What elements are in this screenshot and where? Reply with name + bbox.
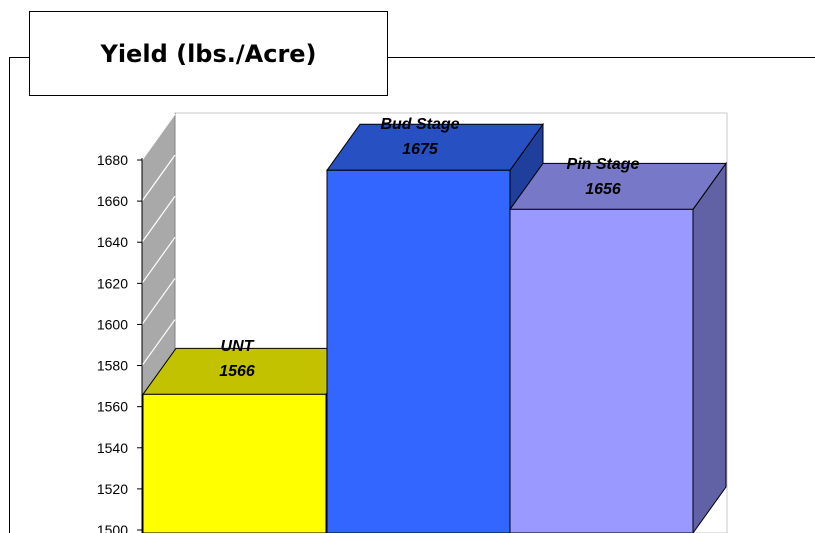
- y-tick-label: 1560: [97, 399, 128, 415]
- data-label-value: 1566: [219, 363, 255, 380]
- bar-side: [692, 161, 727, 533]
- data-label-value: 1675: [402, 141, 439, 158]
- y-tick-label: 1600: [97, 316, 128, 332]
- data-label-name: Bud Stage: [380, 116, 459, 133]
- side-gridline: [141, 195, 176, 243]
- side-gridline: [141, 154, 176, 202]
- frame-top-right-line: [388, 57, 815, 58]
- data-label-value: 1656: [585, 181, 621, 198]
- side-gridline: [141, 319, 176, 366]
- bar: [326, 169, 511, 533]
- bar: [142, 393, 327, 533]
- y-tick-label: 1620: [97, 275, 128, 291]
- frame-left-line: [9, 57, 10, 533]
- side-gridline: [141, 236, 176, 284]
- y-tick-label: 1680: [97, 152, 128, 168]
- y-tick-label: 1540: [97, 440, 128, 456]
- y-tick-label: 1640: [97, 234, 128, 250]
- chart-title: Yield (lbs./Acre): [100, 39, 317, 68]
- y-tick-label: 1660: [97, 193, 128, 209]
- y-tick-label: 1580: [97, 358, 128, 374]
- side-gridline: [141, 113, 176, 161]
- data-label-name: UNT: [221, 338, 255, 355]
- bar: [509, 208, 694, 533]
- chart-title-box: Yield (lbs./Acre): [29, 11, 388, 96]
- y-tick-label: 1520: [97, 481, 128, 497]
- side-gridline: [141, 278, 176, 325]
- frame-top-left-line: [9, 57, 29, 58]
- y-tick-label: 1500: [97, 522, 128, 533]
- data-label-name: Pin Stage: [567, 156, 640, 173]
